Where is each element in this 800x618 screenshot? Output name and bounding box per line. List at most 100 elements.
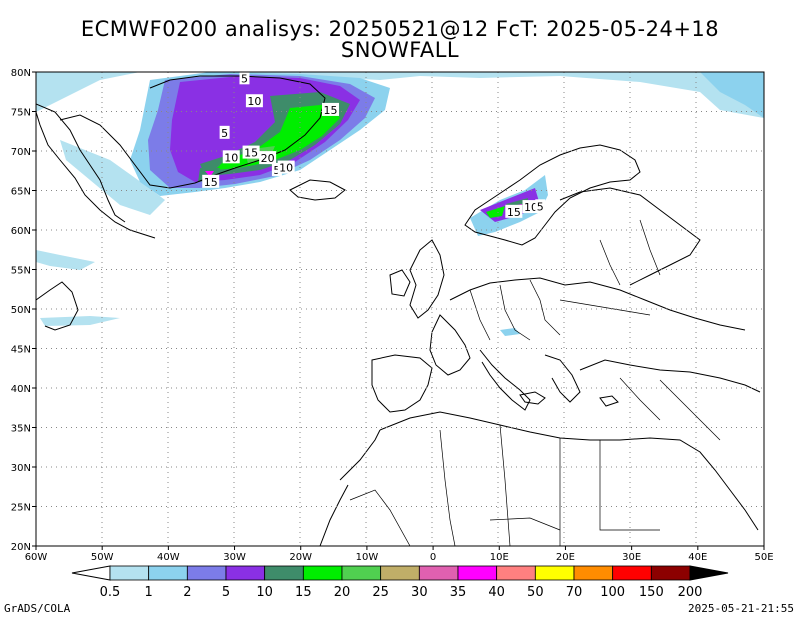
colorbar-label: 5 [222,585,230,600]
lat-label: 20N [11,542,31,553]
contour-label: 15 [242,145,260,160]
colorbar-segment [109,565,150,581]
colorbar-label: 15 [295,585,312,600]
contour-label-text: 5 [221,127,228,140]
contour-label: 15 [322,102,340,117]
lon-label: 30E [622,552,641,563]
contour-label-bg [259,151,277,165]
contour-label: 10 [277,160,295,175]
map-title: ECMWF0200 analisys: 20250521@12 FcT: 202… [80,17,720,41]
colorbar-label: 70 [566,585,583,600]
colorbar-label: 2 [183,585,191,600]
contour-label-bg [202,174,220,188]
country-borders [349,219,721,546]
contour-label-text: 20 [261,152,275,165]
colorbar-label: 50 [527,585,544,600]
contour-label-text: 5 [241,72,248,85]
contour-label: 10 [222,150,240,164]
colorbar-segment [341,565,382,581]
colorbar-segment [264,565,304,581]
contour-label-text: 15 [324,104,338,117]
contour-label-text: 15 [204,176,218,189]
contour-label-bg [242,145,260,159]
lon-label: 20W [289,552,312,563]
lat-label: 45N [11,345,31,356]
colorbar-label: 100 [600,585,625,600]
lat-label: 75N [11,108,31,119]
colorbar-segment [496,565,536,581]
contour-label-text: 5 [537,200,544,213]
footer-credit: GrADS/COLA [4,602,71,615]
colorbar-segment [534,565,575,581]
lon-label: 40W [157,552,180,563]
lat-label: 30N [11,463,31,474]
lon-label: 30W [223,552,246,563]
lat-label: 70N [11,147,31,158]
lat-label: 35N [11,424,31,435]
contour-label: 5 [219,125,230,140]
colorbar-segment [418,565,459,581]
footer-timestamp: 2025-05-21-21:55 [688,602,794,615]
colorbar-label: 1 [145,585,153,600]
contour-label-bg [322,102,340,116]
colorbar-label: 0.5 [100,585,121,600]
lat-label: 60N [11,226,31,237]
lon-label: 40E [688,552,707,563]
contour-label: 10 [245,94,263,108]
longitude-axis: 60W 50W 40W 30W 20W 10W 0 10E 20E 30E 40E 50E [25,546,774,563]
lon-label: 50E [754,552,773,563]
contour-label: 5 [535,199,546,213]
contour-label: 15 [505,204,523,219]
coastlines [36,75,761,546]
lat-label: 55N [11,266,31,277]
contour-label-bg [222,150,240,164]
contour-label-bg [505,204,523,218]
contour-label: 15 [202,174,220,189]
contour-label-text: 15 [244,147,258,160]
colorbar-over-arrow [689,565,729,581]
colorbar-segment [612,565,652,581]
contour-label-bg [522,200,540,214]
contour-label-text: 10 [224,151,238,164]
contour-label-text: 10 [247,95,261,108]
colorbar-under-arrow [71,565,111,581]
lat-label: 25N [11,503,31,514]
contour-label: 5 [271,162,282,177]
contour-label-text: 15 [507,206,521,219]
contour-label: 20 [259,151,277,165]
colorbar-segment [650,565,691,581]
lat-label: 50N [11,305,31,316]
colorbar-label: 10 [256,585,273,600]
lon-label: 60W [25,552,48,563]
colorbar-label: 35 [450,585,467,600]
colorbar-label: 150 [639,585,664,600]
colorbar-label: 25 [372,585,389,600]
grid-lines [36,72,764,546]
lon-label: 0 [430,552,436,563]
colorbar-segment [457,565,498,581]
snowfall-field-scandinavia [470,175,548,336]
contour-label-bg [219,125,230,139]
contour-label-bg [271,162,282,176]
colorbar-label: 40 [488,585,505,600]
latitude-axis: 80N 75N 70N 65N 60N 55N 50N 45N 40N 35N 30N 25N 20N [11,68,36,553]
colorbar-label: 30 [411,585,428,600]
lon-label: 20E [556,552,575,563]
contour-label: 10 [522,200,540,214]
contour-label-bg [245,94,263,108]
colorbar-segment [380,565,420,581]
lat-label: 40N [11,384,31,395]
colorbar-label: 20 [334,585,351,600]
colorbar-segment [225,565,266,581]
contour-label-text: 5 [273,164,280,177]
lon-label: 10W [356,552,379,563]
contour-label-text: 10 [279,162,293,175]
colorbar-segment [186,565,227,581]
snowfall-field-greenland [36,72,764,326]
contour-label-bg [535,199,546,213]
contour-label: 5 [239,72,250,85]
contour-label-bg [277,160,295,174]
